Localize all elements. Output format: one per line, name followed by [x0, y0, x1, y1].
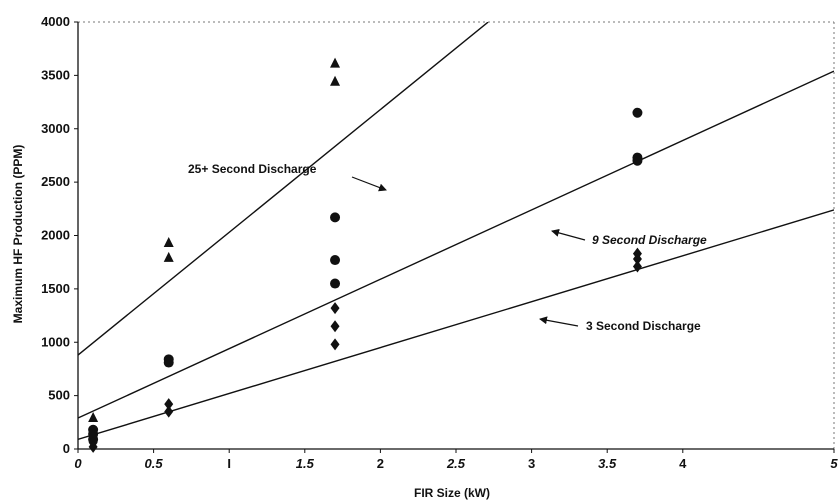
- tick-labels: 0 500 1000 1500 2000 2500 3000 3500 4000 0 0.5 I 1.5…: [41, 14, 838, 471]
- annotation-9-second-arrow: [551, 228, 586, 241]
- x-tick-label: 0.5: [145, 456, 164, 471]
- triangle-marker: [163, 251, 174, 262]
- diamond-marker: [632, 260, 642, 273]
- x-tick-label: 2.5: [446, 456, 466, 471]
- diamond-marker: [164, 405, 174, 418]
- circle-marker: [632, 155, 643, 166]
- triangle-marker: [330, 75, 341, 86]
- x-tick-label: 3: [528, 456, 535, 471]
- y-tick-label: 1500: [41, 281, 70, 296]
- triangle-marker: [330, 57, 341, 68]
- y-tick-label: 2500: [41, 174, 70, 189]
- y-tick-label: 4000: [41, 14, 70, 29]
- circle-marker: [330, 255, 341, 266]
- data-markers: [88, 57, 643, 453]
- x-tick-label: 4: [679, 456, 687, 471]
- diamond-marker: [330, 302, 340, 315]
- circle-marker: [330, 212, 341, 223]
- annotation-25-second-arrow: [351, 176, 387, 192]
- annotation-25-second-label: 25+ Second Discharge: [188, 162, 317, 176]
- x-tick-label: 0: [74, 456, 82, 471]
- annotation-3-second-label: 3 Second Discharge: [586, 319, 701, 333]
- y-tick-label: 3500: [41, 67, 70, 82]
- annotation-9-second-label: 9 Second Discharge: [592, 233, 707, 247]
- circle-marker: [632, 107, 643, 118]
- y-tick-label: 3000: [41, 121, 70, 136]
- fit-lines: [78, 22, 834, 441]
- diamond-marker: [632, 252, 642, 265]
- diamond-marker: [88, 430, 98, 443]
- x-axis-title: FIR Size (kW): [414, 486, 490, 500]
- fit-line-circle: [78, 70, 834, 419]
- x-tick-label: 3.5: [598, 456, 617, 471]
- y-tick-label: 500: [48, 388, 70, 403]
- diamond-marker: [330, 338, 340, 351]
- diamond-marker: [330, 320, 340, 333]
- annotations: 25+ Second Discharge 9 Second Discharge 3 …: [188, 162, 707, 333]
- triangle-marker: [88, 412, 99, 423]
- circle-marker: [330, 278, 341, 289]
- diamond-marker: [164, 398, 174, 411]
- x-tick-label: I: [227, 456, 231, 471]
- diamond-marker: [88, 440, 98, 453]
- x-tick-label: 1.5: [296, 456, 315, 471]
- y-tick-label: 2000: [41, 228, 70, 243]
- y-tick-label: 1000: [41, 334, 70, 349]
- x-tick-label: 2: [377, 456, 384, 471]
- y-tick-label: 0: [63, 441, 70, 456]
- y-axis-title: Maximum HF Production (PPM): [11, 145, 25, 324]
- fit-line-diamond: [78, 209, 834, 441]
- x-tick-label: 5: [830, 456, 838, 471]
- annotation-3-second-arrow: [539, 316, 579, 327]
- triangle-marker: [163, 236, 174, 247]
- circle-marker: [163, 357, 174, 368]
- axes: [74, 21, 835, 453]
- fit-line-triangle: [78, 22, 490, 356]
